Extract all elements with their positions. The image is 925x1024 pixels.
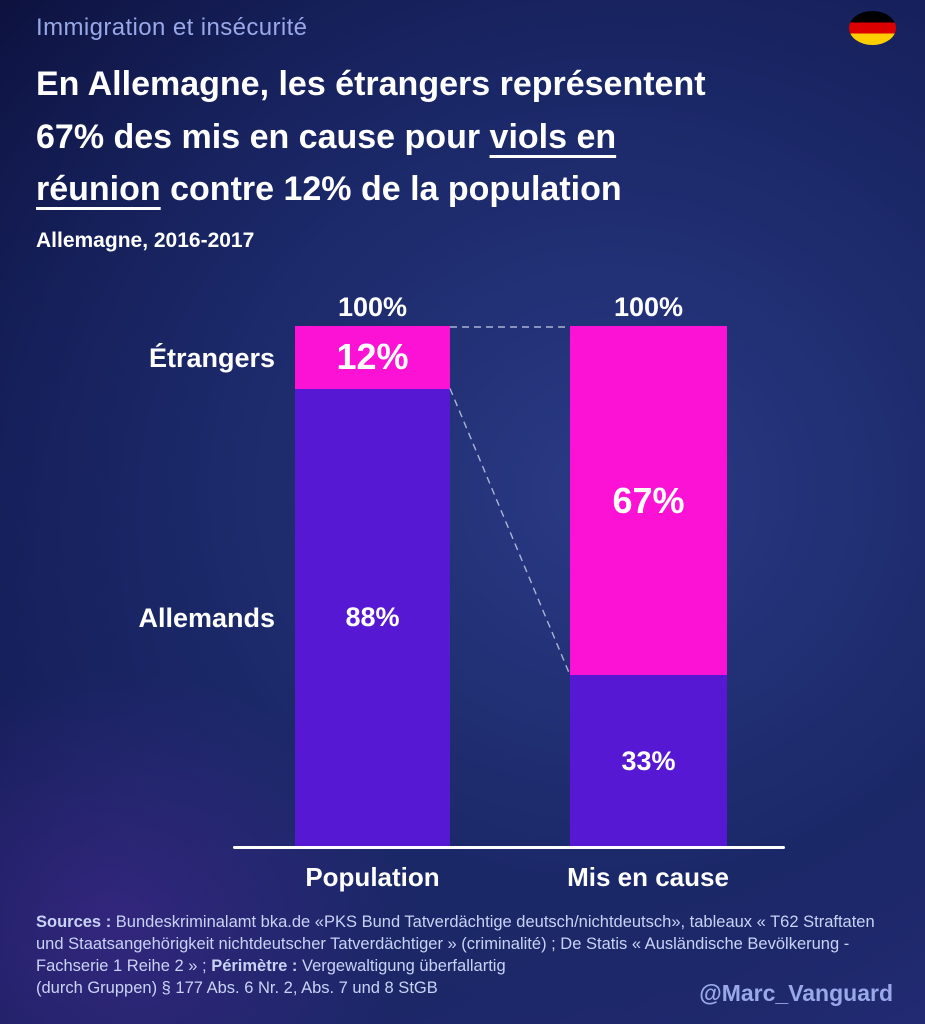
title-line1: En Allemagne, les étrangers représentent	[36, 65, 706, 103]
connector-lines	[449, 326, 571, 676]
perimetre-label: Périmètre :	[211, 956, 298, 975]
axis-label-population: Population	[305, 862, 440, 892]
segment-allemands-population: 88%	[295, 388, 450, 847]
title-line3-post: contre 12% de la population	[160, 170, 622, 209]
sources-label: Sources :	[36, 913, 112, 931]
bar-mis-en-cause: 67% 33%	[570, 326, 727, 847]
kicker-text: Immigration et insécurité	[36, 14, 308, 41]
segment-value-label: 67%	[612, 479, 685, 521]
series-label-etrangers: Étrangers	[148, 343, 275, 373]
chart-subtitle: Allemagne, 2016-2017	[36, 229, 255, 252]
perimetre-body-line2: (durch Gruppen) § 177 Abs. 6 Nr. 2, Abs.…	[36, 978, 438, 997]
segment-etrangers-misencause: 67%	[570, 326, 727, 676]
connector-diagonal-line	[449, 388, 571, 676]
page-title: En Allemagne, les étrangers représentent…	[36, 58, 896, 216]
sources-text: Sources : Bundeskriminalamt bka.de «PKS …	[36, 912, 894, 1000]
title-underlined-1: viols en	[489, 117, 617, 156]
series-label-allemands: Allemands	[138, 603, 275, 633]
x-axis-line	[233, 846, 785, 849]
stacked-bar-chart: 100% 100% Étrangers Allemands 12% 88% 67…	[0, 290, 925, 930]
title-underlined-2: réunion	[36, 170, 161, 209]
axis-label-mis-en-cause: Mis en cause	[567, 862, 729, 892]
bar-population: 12% 88%	[295, 326, 450, 847]
segment-value-label: 12%	[336, 336, 409, 378]
sources-body: Bundeskriminalamt bka.de «PKS Bund Tatve…	[36, 913, 875, 975]
segment-value-label: 33%	[621, 745, 676, 776]
title-line2-pre: 67% des mis en cause pour	[36, 117, 490, 156]
author-handle: @Marc_Vanguard	[699, 980, 893, 1006]
segment-etrangers-population: 12%	[295, 326, 450, 389]
total-label-population: 100%	[337, 292, 408, 322]
segment-allemands-misencause: 33%	[570, 675, 727, 847]
germany-flag-icon	[849, 11, 896, 45]
perimetre-body-line1: Vergewaltigung überfallartig	[297, 956, 506, 975]
total-label-misencause: 100%	[613, 292, 684, 322]
segment-value-label: 88%	[345, 602, 400, 633]
